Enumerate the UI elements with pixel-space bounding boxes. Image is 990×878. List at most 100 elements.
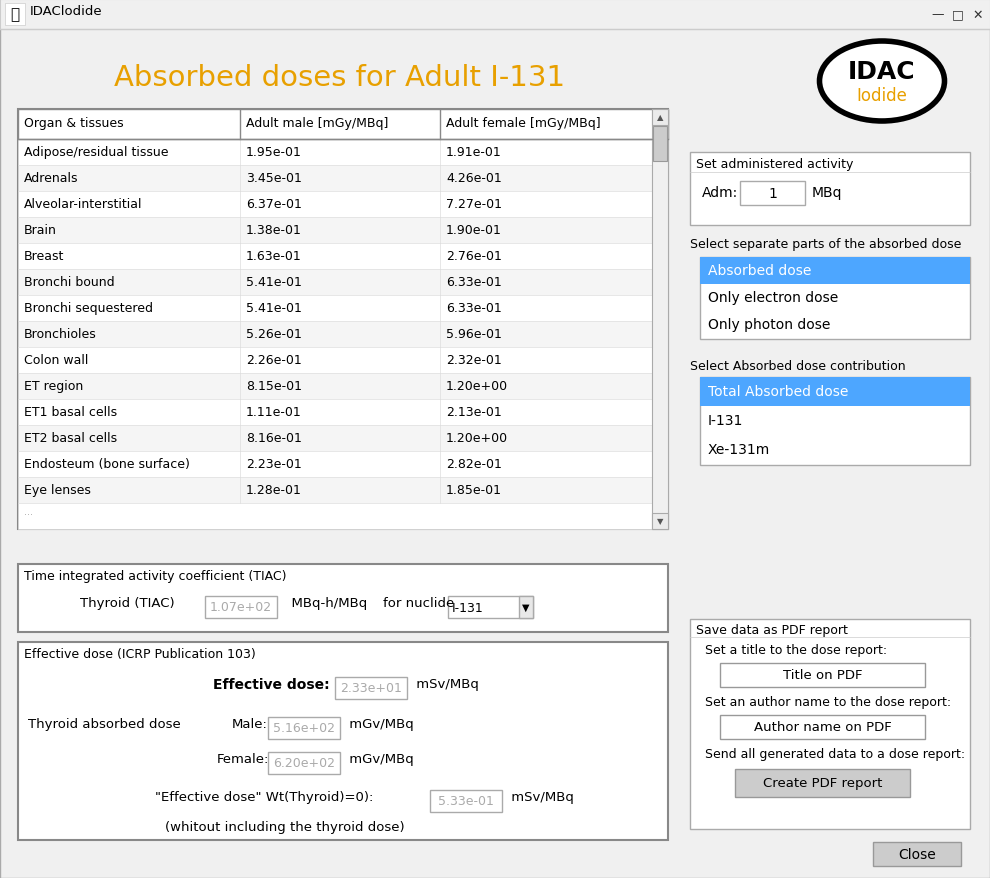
Bar [740, 182, 805, 205]
Bar [18, 296, 652, 321]
Text: Brain: Brain [24, 224, 56, 237]
Text: Total Absorbed dose: Total Absorbed dose [708, 385, 848, 399]
Text: Send all generated data to a dose report:: Send all generated data to a dose report… [705, 747, 965, 760]
Text: Eye lenses: Eye lenses [24, 484, 91, 496]
Text: 3.45e-01: 3.45e-01 [246, 172, 302, 184]
Bar [18, 348, 652, 373]
Text: 5.33e-01: 5.33e-01 [438, 795, 494, 808]
Text: 2.82e-01: 2.82e-01 [446, 457, 502, 471]
Text: 1.91e-01: 1.91e-01 [446, 146, 502, 159]
Bar [268, 752, 340, 774]
Text: 1.95e-01: 1.95e-01 [246, 146, 302, 159]
Bar [720, 663, 925, 687]
Text: ET1 basal cells: ET1 basal cells [24, 406, 117, 419]
Text: 1.38e-01: 1.38e-01 [246, 224, 302, 237]
Text: 7.27e-01: 7.27e-01 [446, 198, 502, 211]
Text: Adrenals: Adrenals [24, 172, 78, 184]
Text: "Effective dose" Wt(Thyroid)=0):: "Effective dose" Wt(Thyroid)=0): [155, 790, 373, 803]
Text: 5.41e-01: 5.41e-01 [246, 302, 302, 314]
Bar [18, 399, 652, 426]
Bar [18, 321, 652, 348]
Text: Only electron dose: Only electron dose [708, 291, 839, 306]
Text: 6.33e-01: 6.33e-01 [446, 302, 502, 314]
Bar [18, 373, 652, 399]
Text: Set a title to the dose report:: Set a title to the dose report: [705, 644, 887, 656]
Bar [18, 166, 652, 191]
Bar [18, 426, 652, 451]
Text: mSv/MBq: mSv/MBq [507, 790, 574, 803]
Bar [700, 378, 970, 407]
Text: ...: ... [24, 507, 33, 516]
Text: Set administered activity: Set administered activity [696, 158, 853, 171]
Text: Bronchioles: Bronchioles [24, 327, 97, 341]
Text: 5.26e-01: 5.26e-01 [246, 327, 302, 341]
Bar [18, 244, 652, 270]
Text: for nuclide: for nuclide [383, 597, 454, 610]
Text: IDAC: IDAC [848, 60, 916, 84]
Bar [18, 643, 668, 840]
Text: Adipose/residual tissue: Adipose/residual tissue [24, 146, 168, 159]
Text: Xe-131m: Xe-131m [708, 443, 770, 457]
Text: 5.16e+02: 5.16e+02 [273, 722, 335, 735]
Bar [0, 0, 990, 30]
Text: Absorbed dose: Absorbed dose [708, 264, 812, 278]
Bar [18, 191, 652, 218]
Text: Adult female [mGy/MBq]: Adult female [mGy/MBq] [446, 117, 601, 130]
Text: 1.90e-01: 1.90e-01 [446, 224, 502, 237]
Text: Breast: Breast [24, 249, 64, 263]
Text: Male:: Male: [232, 717, 268, 730]
Bar [18, 110, 668, 140]
Text: I-131: I-131 [452, 601, 484, 615]
Bar [18, 110, 668, 529]
Text: Bronchi sequestered: Bronchi sequestered [24, 302, 153, 314]
Text: mGv/MBq: mGv/MBq [345, 752, 414, 766]
Text: 8.16e-01: 8.16e-01 [246, 431, 302, 444]
Text: 1.20e+00: 1.20e+00 [446, 431, 508, 444]
Text: 4.26e-01: 4.26e-01 [446, 172, 502, 184]
Text: Select separate parts of the absorbed dose: Select separate parts of the absorbed do… [690, 238, 961, 251]
Bar [5, 4, 25, 26]
Bar [18, 218, 652, 244]
Text: Alveolar-interstitial: Alveolar-interstitial [24, 198, 143, 211]
Bar [690, 153, 970, 226]
Text: 6.20e+02: 6.20e+02 [273, 757, 335, 770]
Text: 6.37e-01: 6.37e-01 [246, 198, 302, 211]
Bar [700, 258, 970, 340]
Text: 2.13e-01: 2.13e-01 [446, 406, 502, 419]
Text: Only photon dose: Only photon dose [708, 318, 831, 332]
Bar [448, 596, 533, 618]
Text: 6.33e-01: 6.33e-01 [446, 276, 502, 289]
Text: IDAClodide: IDAClodide [30, 5, 103, 18]
Text: Endosteum (bone surface): Endosteum (bone surface) [24, 457, 190, 471]
Text: 2.26e-01: 2.26e-01 [246, 354, 302, 367]
Bar [18, 140, 652, 166]
Text: Absorbed doses for Adult I-131: Absorbed doses for Adult I-131 [115, 64, 565, 92]
Text: Select Absorbed dose contribution: Select Absorbed dose contribution [690, 360, 906, 372]
Text: Bronchi bound: Bronchi bound [24, 276, 115, 289]
Text: 2.32e-01: 2.32e-01 [446, 354, 502, 367]
Text: Save data as PDF report: Save data as PDF report [696, 623, 847, 637]
Bar [18, 478, 652, 503]
Text: —: — [932, 9, 944, 21]
Text: □: □ [952, 9, 964, 21]
Bar [335, 677, 407, 699]
Text: 1.07e+02: 1.07e+02 [210, 601, 272, 614]
Text: 1.11e-01: 1.11e-01 [246, 406, 302, 419]
Text: 5.96e-01: 5.96e-01 [446, 327, 502, 341]
Bar [653, 126, 667, 162]
Text: Female:: Female: [217, 752, 269, 766]
Text: 1: 1 [768, 187, 777, 201]
Text: ET2 basal cells: ET2 basal cells [24, 431, 117, 444]
Text: Close: Close [898, 847, 936, 861]
Text: ▼: ▼ [523, 602, 530, 612]
Text: 1.63e-01: 1.63e-01 [246, 249, 302, 263]
Text: 1.28e-01: 1.28e-01 [246, 484, 302, 496]
Text: Iodide: Iodide [856, 87, 908, 104]
Text: Organ & tissues: Organ & tissues [24, 117, 124, 130]
Bar [690, 619, 970, 829]
Bar [720, 716, 925, 739]
Text: 1.85e-01: 1.85e-01 [446, 484, 502, 496]
Text: (whitout including the thyroid dose): (whitout including the thyroid dose) [165, 820, 405, 833]
Text: ET region: ET region [24, 379, 83, 392]
Text: Colon wall: Colon wall [24, 354, 88, 367]
